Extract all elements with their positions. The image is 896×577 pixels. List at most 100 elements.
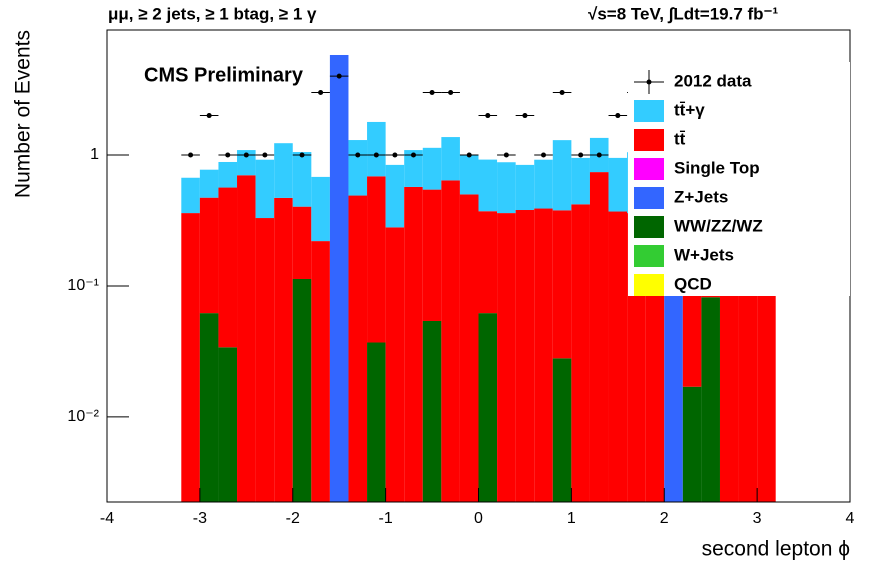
legend-swatch xyxy=(634,158,664,180)
data-point xyxy=(181,152,200,158)
bar-segment xyxy=(571,204,590,503)
bar-segment xyxy=(515,164,535,211)
x-tick-label: 1 xyxy=(567,510,576,527)
bar-segment xyxy=(404,150,423,187)
legend-label: Z+Jets xyxy=(674,187,728,206)
data-point xyxy=(255,152,275,158)
bar-segment xyxy=(199,313,219,502)
bar-segment xyxy=(218,161,238,188)
bar-segment xyxy=(441,180,460,502)
bar-segment xyxy=(255,159,275,219)
x-tick-label: 2 xyxy=(660,510,669,527)
data-point xyxy=(515,113,535,119)
bar-segment xyxy=(181,177,200,214)
legend-swatch xyxy=(634,187,664,209)
legend-swatch xyxy=(634,274,664,296)
data-point-marker xyxy=(373,152,379,158)
bar-segment xyxy=(459,154,479,195)
legend-data-entry xyxy=(634,70,664,94)
data-point xyxy=(552,89,572,95)
data-point xyxy=(311,89,330,95)
bar-segment xyxy=(292,278,312,502)
title-left: μμ, ≥ 2 jets, ≥ 1 btag, ≥ 1 γ xyxy=(108,4,317,23)
bar-segment xyxy=(682,386,702,502)
bar-segment xyxy=(422,189,442,321)
bar-segment xyxy=(329,54,349,502)
data-point-marker xyxy=(410,152,416,158)
y-tick-label: 10⁻² xyxy=(67,408,99,425)
x-tick-label: -4 xyxy=(100,510,114,527)
data-point-marker xyxy=(578,152,584,158)
data-point xyxy=(478,113,498,119)
data-point-marker xyxy=(262,152,268,158)
bar-segment xyxy=(367,176,386,343)
bar-segment xyxy=(274,197,293,502)
bar-segment xyxy=(181,213,200,502)
data-point-marker xyxy=(596,152,602,158)
bar-segment xyxy=(478,313,498,502)
data-point-marker xyxy=(188,152,194,158)
data-point xyxy=(367,152,386,158)
bar-segment xyxy=(534,208,553,503)
bar-segment xyxy=(255,218,275,503)
data-point xyxy=(404,152,423,158)
bar-segment xyxy=(515,210,535,503)
data-point xyxy=(199,113,219,119)
x-tick-label: 0 xyxy=(474,510,483,527)
data-point-marker xyxy=(336,73,342,79)
bar-segment xyxy=(404,186,423,502)
data-point xyxy=(292,152,312,158)
bar-segment xyxy=(497,213,516,502)
data-point-marker xyxy=(225,152,231,158)
data-point-marker xyxy=(559,89,565,95)
bar-segment xyxy=(367,121,386,177)
data-point-marker xyxy=(355,152,361,158)
bar-segment xyxy=(459,194,479,502)
legend-label: tt̄ xyxy=(674,129,686,148)
bar-segment xyxy=(422,320,442,502)
bar-segment xyxy=(552,210,572,359)
bar-segment xyxy=(422,147,442,190)
y-axis-label: Number of Events xyxy=(12,30,35,198)
legend-data-symbol xyxy=(646,79,652,85)
data-point xyxy=(497,152,516,158)
bar-segment xyxy=(701,297,720,502)
data-point xyxy=(329,73,349,79)
bar-segment xyxy=(552,358,572,502)
legend-swatch xyxy=(634,100,664,122)
data-point-marker xyxy=(318,89,324,95)
x-tick-label: -3 xyxy=(193,510,207,527)
data-point-marker xyxy=(243,152,249,158)
legend-label: WW/ZZ/WZ xyxy=(674,216,763,235)
data-point xyxy=(589,152,609,158)
data-point xyxy=(441,89,460,95)
data-point-marker xyxy=(448,89,454,95)
legend-swatch xyxy=(634,129,664,151)
bar-segment xyxy=(478,159,498,212)
bar-segment xyxy=(367,342,386,502)
x-tick-label: -2 xyxy=(286,510,300,527)
legend-label: W+Jets xyxy=(674,245,734,264)
annotation: CMS Preliminary xyxy=(144,64,304,86)
bar-segment xyxy=(292,152,312,207)
bar-segment xyxy=(218,187,238,348)
y-tick-label: 10⁻¹ xyxy=(67,277,99,294)
data-point-marker xyxy=(299,152,305,158)
x-tick-label: 4 xyxy=(846,510,855,527)
legend-label: tt̄+γ xyxy=(674,100,705,119)
bar-segment xyxy=(218,347,238,502)
data-point xyxy=(459,152,479,158)
data-point xyxy=(237,152,256,158)
data-point-marker xyxy=(541,152,547,158)
legend-swatch xyxy=(634,245,664,267)
data-point-marker xyxy=(485,113,491,119)
bar-segment xyxy=(497,162,516,214)
data-point-marker xyxy=(466,152,472,158)
bar-segment xyxy=(311,241,330,502)
data-point xyxy=(218,152,238,158)
bar-segment xyxy=(589,172,609,502)
x-tick-label: 3 xyxy=(753,510,762,527)
bar-segment xyxy=(571,157,590,205)
bar-segment xyxy=(311,176,330,242)
